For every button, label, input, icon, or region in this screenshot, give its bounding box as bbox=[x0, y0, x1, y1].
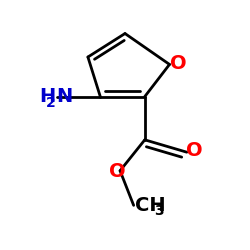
Text: O: O bbox=[109, 162, 126, 182]
Text: 2: 2 bbox=[46, 96, 56, 110]
Text: H: H bbox=[40, 87, 56, 106]
Text: 3: 3 bbox=[154, 204, 164, 218]
Text: CH: CH bbox=[135, 196, 166, 215]
Text: O: O bbox=[170, 54, 186, 73]
Text: O: O bbox=[186, 142, 203, 161]
Text: N: N bbox=[56, 87, 72, 106]
